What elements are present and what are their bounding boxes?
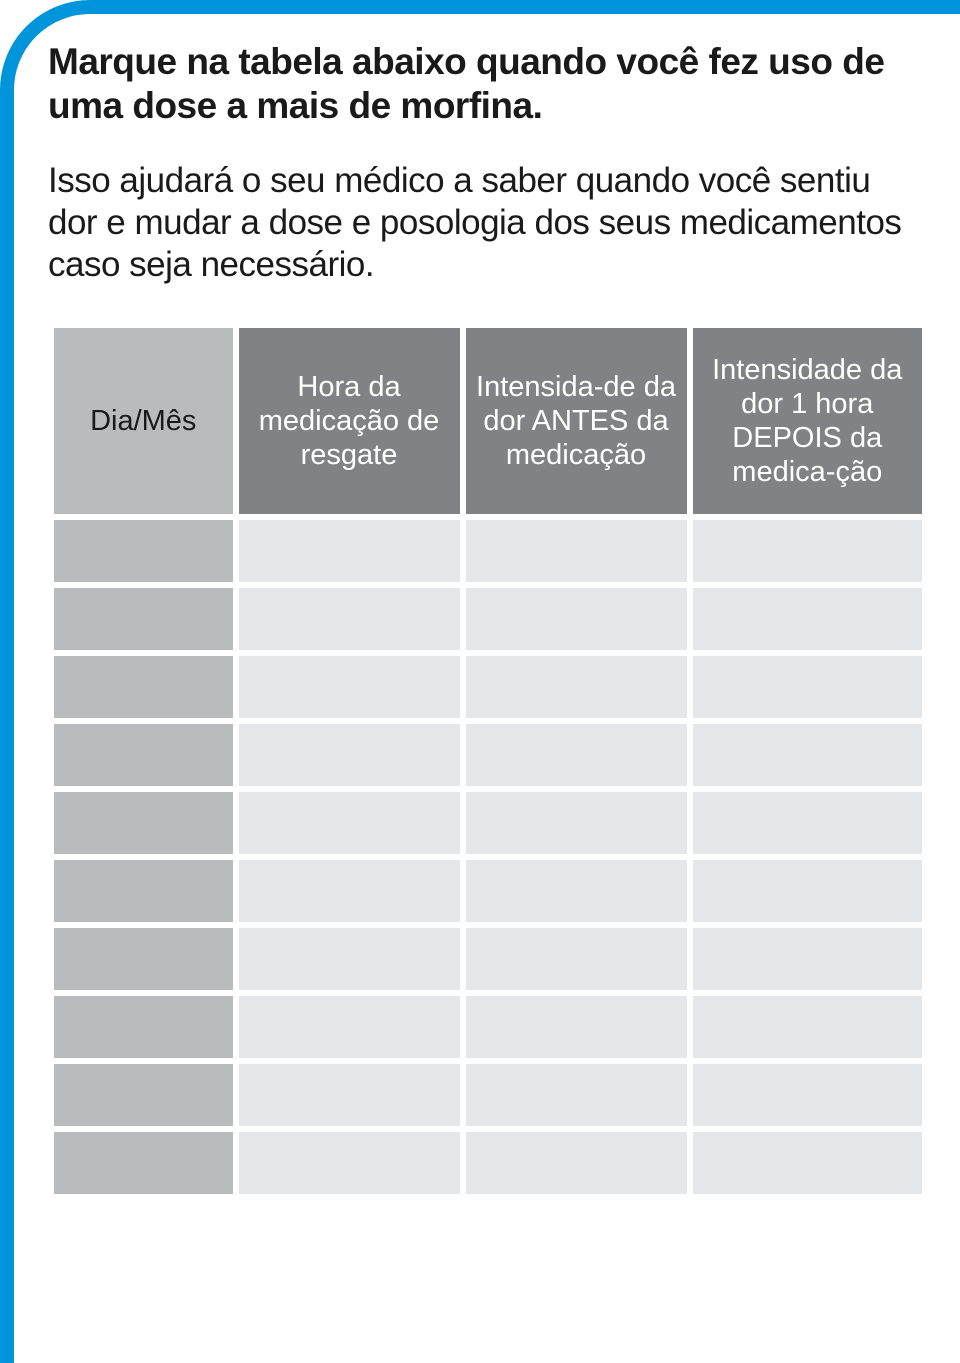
table-cell[interactable] — [239, 724, 460, 786]
table-cell[interactable] — [466, 792, 687, 854]
table-cell[interactable] — [466, 656, 687, 718]
table-cell[interactable] — [54, 724, 233, 786]
table-cell[interactable] — [54, 792, 233, 854]
table-cell[interactable] — [466, 996, 687, 1058]
table-row — [54, 792, 922, 854]
table-cell[interactable] — [54, 1132, 233, 1194]
table-cell[interactable] — [54, 928, 233, 990]
table-cell[interactable] — [693, 1064, 923, 1126]
table-row — [54, 1064, 922, 1126]
table-cell[interactable] — [54, 860, 233, 922]
table-cell[interactable] — [239, 520, 460, 582]
table-cell[interactable] — [466, 588, 687, 650]
table-cell[interactable] — [693, 928, 923, 990]
table-cell[interactable] — [466, 860, 687, 922]
table-cell[interactable] — [693, 588, 923, 650]
table-row — [54, 520, 922, 582]
table-cell[interactable] — [693, 656, 923, 718]
table-cell[interactable] — [466, 1064, 687, 1126]
table-cell[interactable] — [693, 520, 923, 582]
table-row — [54, 1132, 922, 1194]
table-row — [54, 996, 922, 1058]
table-cell[interactable] — [54, 996, 233, 1058]
content-area: Marque na tabela abaixo quando você fez … — [48, 40, 928, 1200]
table-cell[interactable] — [54, 520, 233, 582]
table-cell[interactable] — [693, 1132, 923, 1194]
table-cell[interactable] — [693, 860, 923, 922]
table-cell[interactable] — [239, 996, 460, 1058]
instruction-heading: Marque na tabela abaixo quando você fez … — [48, 40, 928, 128]
table-row — [54, 656, 922, 718]
table-cell[interactable] — [239, 656, 460, 718]
table-cell[interactable] — [239, 1064, 460, 1126]
table-row — [54, 588, 922, 650]
table-cell[interactable] — [54, 1064, 233, 1126]
table-row — [54, 724, 922, 786]
table-cell[interactable] — [693, 724, 923, 786]
table-cell[interactable] — [239, 1132, 460, 1194]
table-cell[interactable] — [239, 928, 460, 990]
table-cell[interactable] — [239, 792, 460, 854]
table-cell[interactable] — [466, 724, 687, 786]
table-cell[interactable] — [54, 656, 233, 718]
table-row — [54, 860, 922, 922]
table-header-col-2: Intensida-de da dor ANTES da medicação — [466, 328, 687, 514]
table-cell[interactable] — [239, 588, 460, 650]
table-row — [54, 928, 922, 990]
table-header-col-0: Dia/Mês — [54, 328, 233, 514]
table-cell[interactable] — [693, 996, 923, 1058]
table-cell[interactable] — [54, 588, 233, 650]
table-cell[interactable] — [239, 860, 460, 922]
instruction-paragraph: Isso ajudará o seu médico a saber quando… — [48, 160, 928, 286]
table-header-col-1: Hora da medicação de resgate — [239, 328, 460, 514]
table-cell[interactable] — [466, 928, 687, 990]
table-header-col-3: Intensidade da dor 1 hora DEPOIS da medi… — [693, 328, 923, 514]
table-cell[interactable] — [466, 1132, 687, 1194]
table-cell[interactable] — [466, 520, 687, 582]
medication-log-table: Dia/MêsHora da medicação de resgateInten… — [48, 322, 928, 1200]
table-cell[interactable] — [693, 792, 923, 854]
